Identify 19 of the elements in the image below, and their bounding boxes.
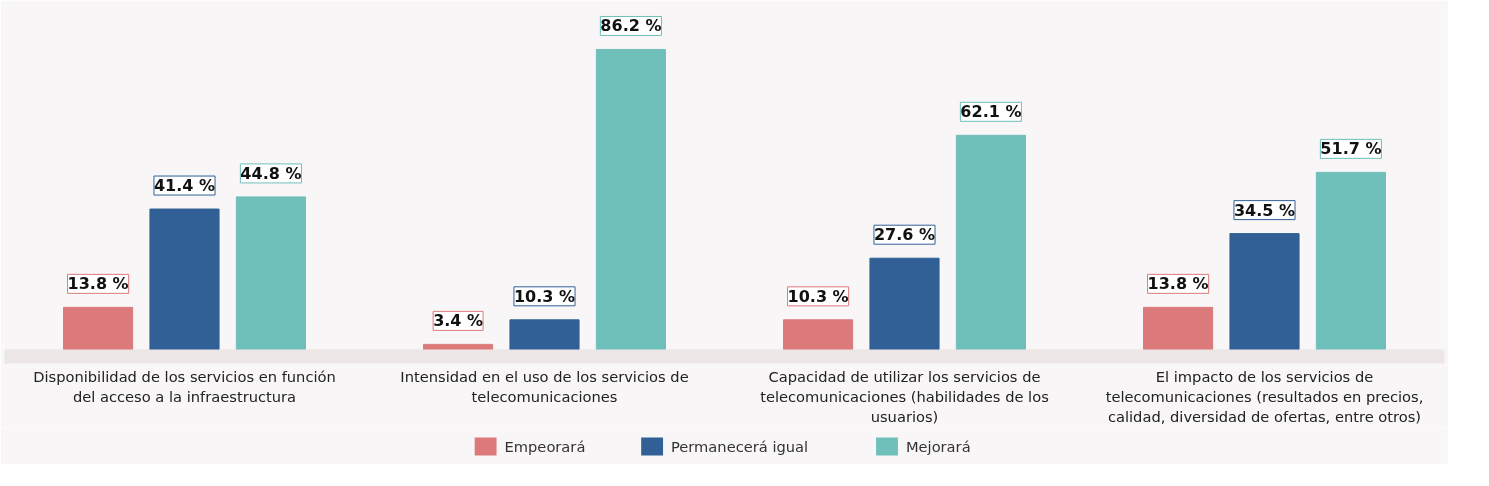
x-tick-label: El impacto de los servicios de telecomunicaciones (resultados en precios, calidad, diversidad de ofertas, entre otros) [1105, 367, 1424, 426]
data-label: 62.1 % [960, 102, 1022, 122]
legend-label: Permanecerá igual [671, 438, 809, 455]
data-label: 41.4 % [153, 176, 216, 196]
data-label: 10.3 % [513, 286, 576, 306]
x-tick-label: Disponibilidad de los servicios en función del acceso a la infraestructura [33, 367, 336, 405]
legend-label: Empeorará [504, 438, 586, 455]
data-label: 34.5 % [1233, 200, 1296, 220]
data-label: 27.6 % [873, 225, 936, 245]
x-tick-label: Intensidad en el uso de los servicios de telecomunicaciones [400, 367, 689, 405]
data-label: 3.4 % [433, 311, 484, 331]
x-tick-label: Capacidad de utilizar los servicios de telecomunicaciones (habilidades de los usuarios) [760, 367, 1049, 426]
legend-label: Mejorará [905, 438, 971, 455]
data-label: 51.7 % [1320, 139, 1382, 159]
data-label: 10.3 % [787, 286, 849, 306]
data-label: 13.8 % [1147, 274, 1209, 294]
data-label: 13.8 % [67, 274, 129, 294]
data-label: 86.2 % [600, 16, 662, 36]
data-label: 44.8 % [240, 163, 302, 183]
